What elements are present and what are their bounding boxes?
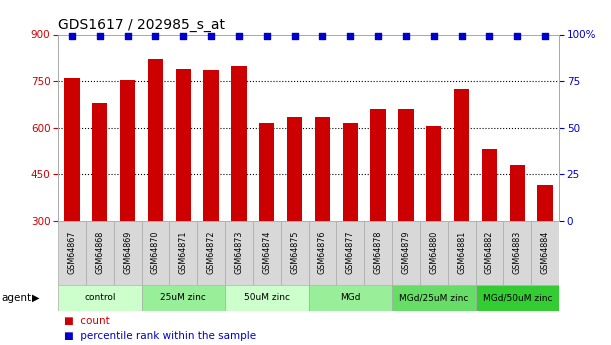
Bar <box>538 185 553 221</box>
Bar <box>426 126 442 221</box>
Bar <box>482 149 497 221</box>
Point <box>373 33 383 39</box>
Text: GSM64879: GSM64879 <box>401 231 411 275</box>
Point <box>262 33 272 39</box>
Bar <box>280 221 309 285</box>
Bar <box>225 285 309 310</box>
Point <box>95 33 104 39</box>
Text: control: control <box>84 293 115 302</box>
Bar <box>398 109 414 221</box>
Text: GSM64883: GSM64883 <box>513 231 522 274</box>
Text: agent: agent <box>1 293 31 303</box>
Text: ■  percentile rank within the sample: ■ percentile rank within the sample <box>64 332 256 341</box>
Point <box>290 33 299 39</box>
Bar <box>64 78 79 221</box>
Point <box>540 33 550 39</box>
Text: GSM64867: GSM64867 <box>67 231 76 274</box>
Text: GSM64878: GSM64878 <box>374 231 382 274</box>
Bar <box>203 70 219 221</box>
Point <box>67 33 77 39</box>
Text: 50uM zinc: 50uM zinc <box>244 293 290 302</box>
Bar <box>58 221 86 285</box>
Point <box>150 33 160 39</box>
Text: GSM64884: GSM64884 <box>541 231 550 274</box>
Text: GSM64872: GSM64872 <box>207 231 216 275</box>
Bar <box>392 285 475 310</box>
Bar <box>120 79 135 221</box>
Bar <box>475 285 559 310</box>
Bar <box>343 123 358 221</box>
Bar <box>315 117 330 221</box>
Bar <box>169 221 197 285</box>
Bar <box>392 221 420 285</box>
Text: GSM64868: GSM64868 <box>95 231 104 274</box>
Point <box>401 33 411 39</box>
Bar <box>510 165 525 221</box>
Bar <box>448 221 475 285</box>
Text: MGd/50uM zinc: MGd/50uM zinc <box>483 293 552 302</box>
Bar <box>114 221 142 285</box>
Text: GDS1617 / 202985_s_at: GDS1617 / 202985_s_at <box>58 18 225 32</box>
Bar <box>259 123 274 221</box>
Text: GSM64871: GSM64871 <box>179 231 188 274</box>
Bar <box>253 221 280 285</box>
Bar <box>148 59 163 221</box>
Bar <box>503 221 531 285</box>
Bar <box>142 221 169 285</box>
Text: ■  count: ■ count <box>64 316 110 326</box>
Point <box>429 33 439 39</box>
Bar <box>142 285 225 310</box>
Bar <box>58 285 142 310</box>
Point <box>207 33 216 39</box>
Text: ▶: ▶ <box>32 293 40 303</box>
Bar <box>454 89 469 221</box>
Text: MGd/25uM zinc: MGd/25uM zinc <box>399 293 469 302</box>
Point <box>178 33 188 39</box>
Text: GSM64880: GSM64880 <box>430 231 438 274</box>
Point <box>485 33 494 39</box>
Bar <box>337 221 364 285</box>
Bar <box>225 221 253 285</box>
Bar <box>370 109 386 221</box>
Point <box>457 33 467 39</box>
Text: GSM64875: GSM64875 <box>290 231 299 275</box>
Bar <box>197 221 225 285</box>
Bar <box>364 221 392 285</box>
Bar <box>531 221 559 285</box>
Text: GSM64873: GSM64873 <box>235 231 243 274</box>
Point <box>513 33 522 39</box>
Bar <box>420 221 448 285</box>
Text: GSM64881: GSM64881 <box>457 231 466 274</box>
Text: 25uM zinc: 25uM zinc <box>160 293 207 302</box>
Text: MGd: MGd <box>340 293 360 302</box>
Text: GSM64869: GSM64869 <box>123 231 132 274</box>
Point <box>234 33 244 39</box>
Bar <box>475 221 503 285</box>
Bar <box>86 221 114 285</box>
Bar <box>232 66 247 221</box>
Text: GSM64870: GSM64870 <box>151 231 160 274</box>
Text: GSM64874: GSM64874 <box>262 231 271 274</box>
Bar <box>175 69 191 221</box>
Bar <box>287 117 302 221</box>
Point <box>123 33 133 39</box>
Text: GSM64877: GSM64877 <box>346 231 355 275</box>
Bar <box>309 221 337 285</box>
Text: GSM64876: GSM64876 <box>318 231 327 274</box>
Bar <box>309 285 392 310</box>
Text: GSM64882: GSM64882 <box>485 231 494 274</box>
Bar <box>92 103 108 221</box>
Point <box>318 33 327 39</box>
Point <box>345 33 355 39</box>
